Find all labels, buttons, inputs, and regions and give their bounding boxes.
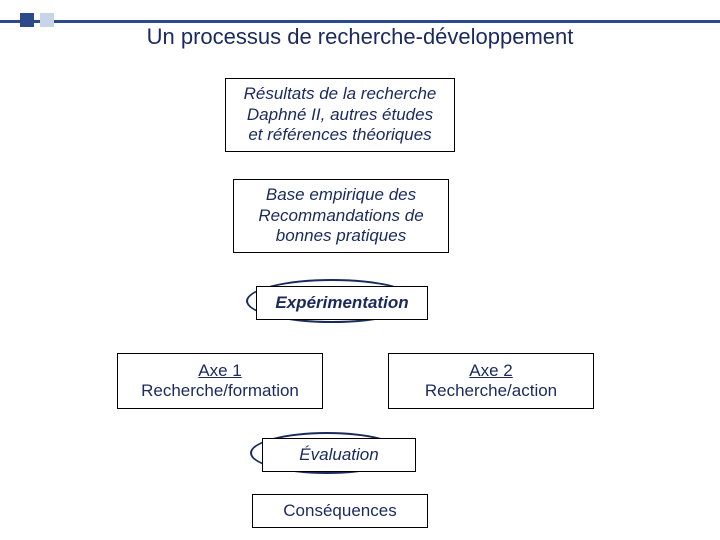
page-title: Un processus de recherche-développement [0, 24, 720, 50]
conseq-text: Conséquences [283, 501, 396, 521]
eval-text: Évaluation [299, 445, 378, 465]
axis2-line1: Axe 2 [469, 361, 512, 381]
results-line2: Daphné II, autres études [247, 105, 433, 125]
title-text: Un processus de recherche-développement [147, 24, 574, 49]
box-axis2: Axe 2 Recherche/action [388, 353, 594, 409]
decor-bar [0, 20, 720, 23]
box-evaluation: Évaluation [262, 438, 416, 472]
base-line3: bonnes pratiques [276, 226, 406, 246]
box-axis1: Axe 1 Recherche/formation [117, 353, 323, 409]
axis1-line1: Axe 1 [198, 361, 241, 381]
base-line1: Base empirique des [266, 185, 416, 205]
box-base: Base empirique des Recommandations de bo… [233, 179, 449, 253]
box-experimentation: Expérimentation [256, 286, 428, 320]
exper-text: Expérimentation [275, 293, 408, 313]
results-line3: et références théoriques [248, 125, 431, 145]
box-consequences: Conséquences [252, 494, 428, 528]
axis1-line2: Recherche/formation [141, 381, 299, 401]
base-line2: Recommandations de [258, 206, 423, 226]
results-line1: Résultats de la recherche [244, 84, 437, 104]
box-results: Résultats de la recherche Daphné II, aut… [225, 78, 455, 152]
axis2-line2: Recherche/action [425, 381, 557, 401]
